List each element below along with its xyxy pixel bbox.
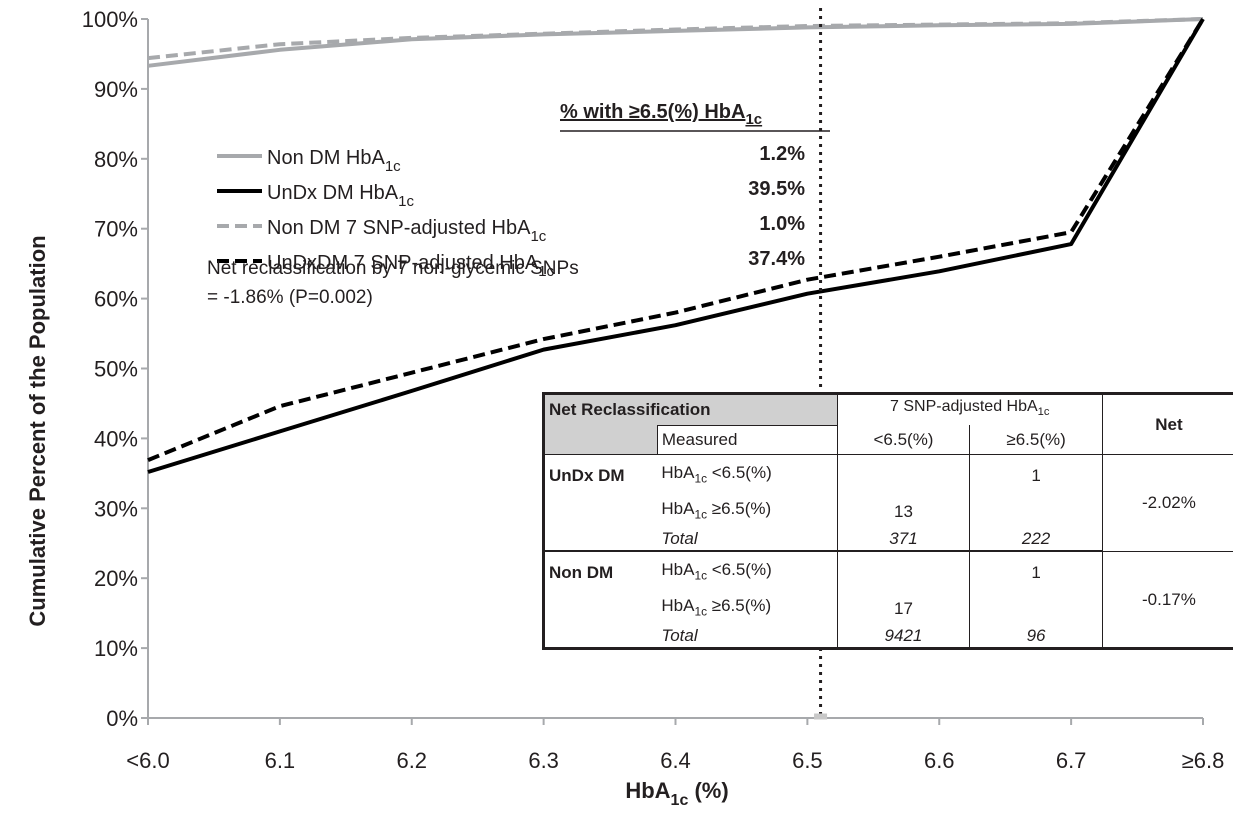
x-axis-title: HbA1c (%) (625, 778, 728, 809)
undx-net: -2.02% (1141, 493, 1196, 513)
y-tick-label: 20% (94, 566, 138, 591)
x-tick-label: ≥6.8 (1182, 748, 1225, 773)
nondm-total-ge: 96 (969, 623, 1103, 647)
col-ge-header: ≥6.5(%) (969, 425, 1103, 455)
nondm-total-label: Total (661, 625, 698, 645)
undx-row-lt-label: HbA1c <6.5(%) (661, 462, 772, 486)
y-tick-label: 0% (106, 706, 138, 731)
undx-total-ge: 222 (969, 526, 1103, 552)
note-line-1: Net reclassification by 7 non-glycemic S… (207, 258, 579, 279)
x-tick-label: <6.0 (126, 748, 169, 773)
undx-total-label: Total (661, 528, 698, 548)
series-layer (147, 17, 1205, 474)
y-tick-label: 70% (94, 217, 138, 242)
undx-lt-to-ge: 1 (969, 454, 1103, 497)
undx-label: UnDx DM (549, 465, 625, 485)
series-line-1 (147, 17, 1204, 68)
y-axis-title: Cumulative Percent of the Population (25, 235, 50, 626)
y-tick-label: 60% (94, 287, 138, 312)
nondm-ge-to-lt: 17 (836, 593, 971, 624)
legend-pct-3: 1.0% (759, 213, 805, 235)
nondm-net: -0.17% (1102, 550, 1233, 647)
legend-label-1: Non DM HbA1c (267, 147, 401, 175)
undx-ge-to-lt: 13 (836, 496, 971, 527)
series-line-4 (147, 17, 1205, 462)
series-line-2 (147, 17, 1205, 474)
y-tick-label: 30% (94, 496, 138, 521)
net-header: Net (1102, 395, 1233, 455)
x-tick-label: 6.7 (1056, 748, 1087, 773)
x-tick-label: 6.5 (792, 748, 823, 773)
nondm-total-lt: 9421 (836, 623, 971, 647)
undx-row-ge-label: HbA1c ≥6.5(%) (661, 498, 772, 522)
note-line-2: = -1.86% (P=0.002) (207, 287, 373, 308)
legend: % with ≥6.5(%) HbA1c Non DM HbA1c 1.2% UnD… (217, 101, 830, 280)
threshold-marker (814, 713, 828, 720)
y-tick-label: 100% (82, 7, 138, 32)
nondm-label: Non DM (545, 550, 658, 594)
x-tick-label: 6.6 (924, 748, 955, 773)
axes: 0% 10% 20% 30% 40% 50% 60% 70% 80% 90% 100% <6.0 6.1… (82, 7, 1225, 773)
y-tick-label: 80% (94, 147, 138, 172)
legend-pct-1: 1.2% (759, 143, 805, 165)
series-line-3 (147, 17, 1204, 61)
reclassification-table: Net Reclassification 7 SNP-adjusted HbA1… (542, 392, 1233, 650)
legend-label-3: Non DM 7 SNP-adjusted HbA1c (267, 217, 547, 245)
y-tick-label: 50% (94, 357, 138, 382)
x-tick-label: 6.2 (396, 748, 427, 773)
group-header: 7 SNP-adjusted HbA1c (836, 395, 1103, 426)
nondm-lt-to-ge: 1 (969, 550, 1103, 594)
x-tick-label: 6.3 (528, 748, 559, 773)
undx-total-lt: 371 (836, 526, 971, 552)
legend-label-4: UnDxDM 7 SNP-adjusted HbA1c (267, 252, 555, 280)
legend-pct-4: 37.4% (748, 248, 805, 270)
x-tick-label: 6.1 (265, 748, 296, 773)
nondm-row-ge-label: HbA1c ≥6.5(%) (661, 595, 772, 619)
table-title: Net Reclassification (545, 395, 838, 426)
x-tick-label: 6.4 (660, 748, 691, 773)
nondm-row-lt-label: HbA1c <6.5(%) (657, 550, 838, 594)
y-tick-label: 10% (94, 636, 138, 661)
measured-header: Measured (656, 424, 838, 455)
y-tick-label: 40% (94, 426, 138, 451)
legend-header: % with ≥6.5(%) HbA1c (560, 101, 762, 128)
legend-label-2: UnDx DM HbA1c (267, 182, 414, 210)
col-lt-header: <6.5(%) (836, 425, 970, 455)
y-tick-label: 90% (94, 77, 138, 102)
legend-pct-2: 39.5% (748, 178, 805, 200)
